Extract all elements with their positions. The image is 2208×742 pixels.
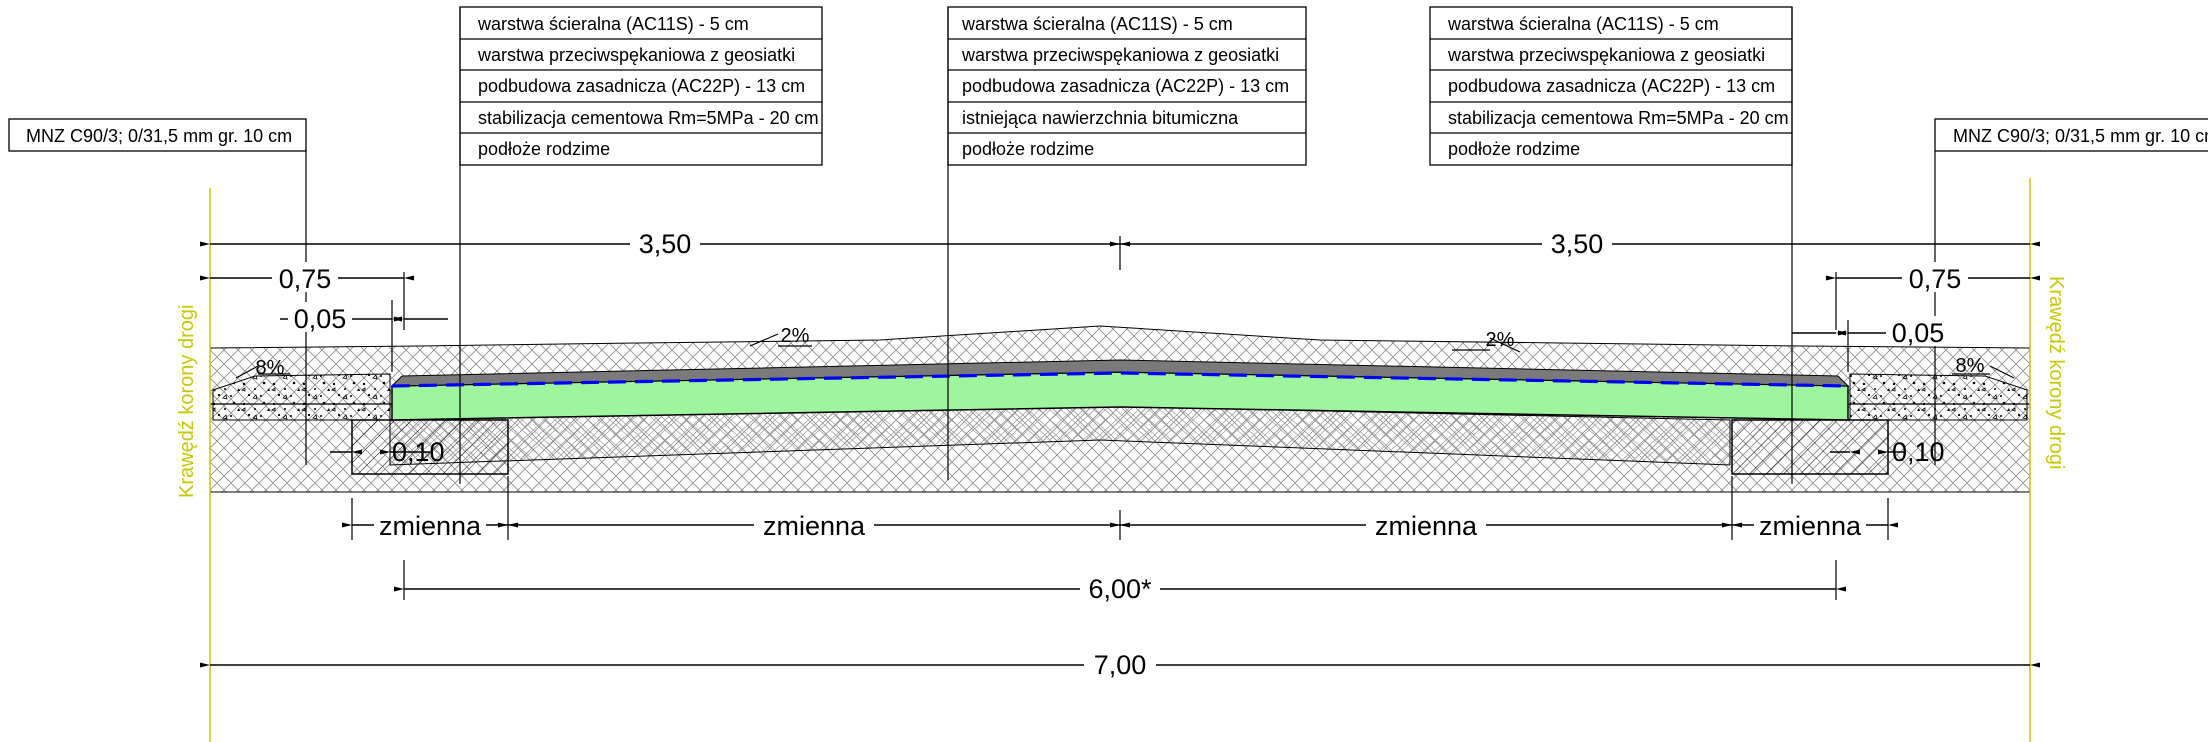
dim-shoulder-right: 0,75 [1909, 264, 1962, 294]
layer-center-2: warstwa przeciwspękaniowa z geosiatki [961, 45, 1279, 65]
layer-center-3: podbudowa zasadnicza (AC22P) - 13 cm [962, 76, 1289, 96]
slope-left-shoulder: 8% [256, 357, 285, 379]
layer-center-5: podłoże rodzime [962, 139, 1094, 159]
dim-curb-right: 0,10 [1892, 437, 1945, 467]
layer-center-4: istniejąca nawierzchnia bitumiczna [962, 108, 1239, 128]
layer-right-2: warstwa przeciwspękaniowa z geosiatki [1447, 45, 1765, 65]
layer-right-4: stabilizacja cementowa Rm=5MPa - 20 cm [1448, 108, 1789, 128]
slope-left-lane-line [749, 333, 779, 347]
dim-carriageway: 6,00* [1088, 574, 1152, 604]
dim-lane-right: 3,50 [1551, 229, 1604, 259]
slope-right-shoulder-line [1989, 365, 2015, 379]
shoulder-label-left-text: MNZ C90/3; 0/31,5 mm gr. 10 cm [26, 126, 292, 146]
shoulder-right [1849, 373, 2028, 421]
dim-curb-left: 0,10 [392, 437, 445, 467]
dim-shoulder-left: 0,75 [279, 264, 332, 294]
layer-right-3: podbudowa zasadnicza (AC22P) - 13 cm [1448, 76, 1775, 96]
dim-total: 7,00 [1094, 650, 1147, 680]
dim-gap-right: 0,05 [1892, 318, 1945, 348]
shoulder-label-right: MNZ C90/3; 0/31,5 mm gr. 10 cm [1934, 118, 2208, 465]
shoulder-label-right-text: MNZ C90/3; 0/31,5 mm gr. 10 cm [1953, 126, 2208, 146]
layer-left-5: podłoże rodzime [478, 139, 610, 159]
slope-right-lane-line [1489, 337, 1521, 353]
dim-var-4: zmienna [1759, 511, 1862, 541]
shoulder-left [212, 373, 391, 421]
layer-table-center: warstwa ścieralna (AC11S) - 5 cm warstwa… [947, 6, 1307, 166]
shoulder-label-left: MNZ C90/3; 0/31,5 mm gr. 10 cm [8, 118, 307, 465]
slope-left-shoulder-line [235, 365, 259, 379]
layer-table-right: warstwa ścieralna (AC11S) - 5 cm warstwa… [1429, 6, 1793, 166]
dim-var-3: zmienna [1375, 511, 1478, 541]
road-edge-right-label: Krawędź korony drogi [2045, 276, 2067, 469]
slope-right-shoulder: 8% [1956, 355, 1985, 377]
layer-left-2: warstwa przeciwspękaniowa z geosiatki [477, 45, 795, 65]
slope-right-lane: 2% [1486, 329, 1515, 351]
layer-left-4: stabilizacja cementowa Rm=5MPa - 20 cm [478, 108, 819, 128]
dim-var-2: zmienna [763, 511, 866, 541]
layer-right-1: warstwa ścieralna (AC11S) - 5 cm [1447, 14, 1719, 34]
dim-gap-left: 0,05 [294, 304, 347, 334]
layer-right-5: podłoże rodzime [1448, 139, 1580, 159]
curb-right [1731, 419, 1889, 475]
dim-var-1: zmienna [379, 511, 482, 541]
dim-lane-left: 3,50 [639, 229, 692, 259]
layer-center-1: warstwa ścieralna (AC11S) - 5 cm [961, 14, 1233, 34]
layer-table-left: warstwa ścieralna (AC11S) - 5 cm warstwa… [459, 6, 823, 166]
road-edge-left-label: Krawędź korony drogi [176, 305, 198, 498]
layer-left-3: podbudowa zasadnicza (AC22P) - 13 cm [478, 76, 805, 96]
layer-left-1: warstwa ścieralna (AC11S) - 5 cm [477, 14, 749, 34]
slope-left-lane: 2% [781, 325, 810, 347]
